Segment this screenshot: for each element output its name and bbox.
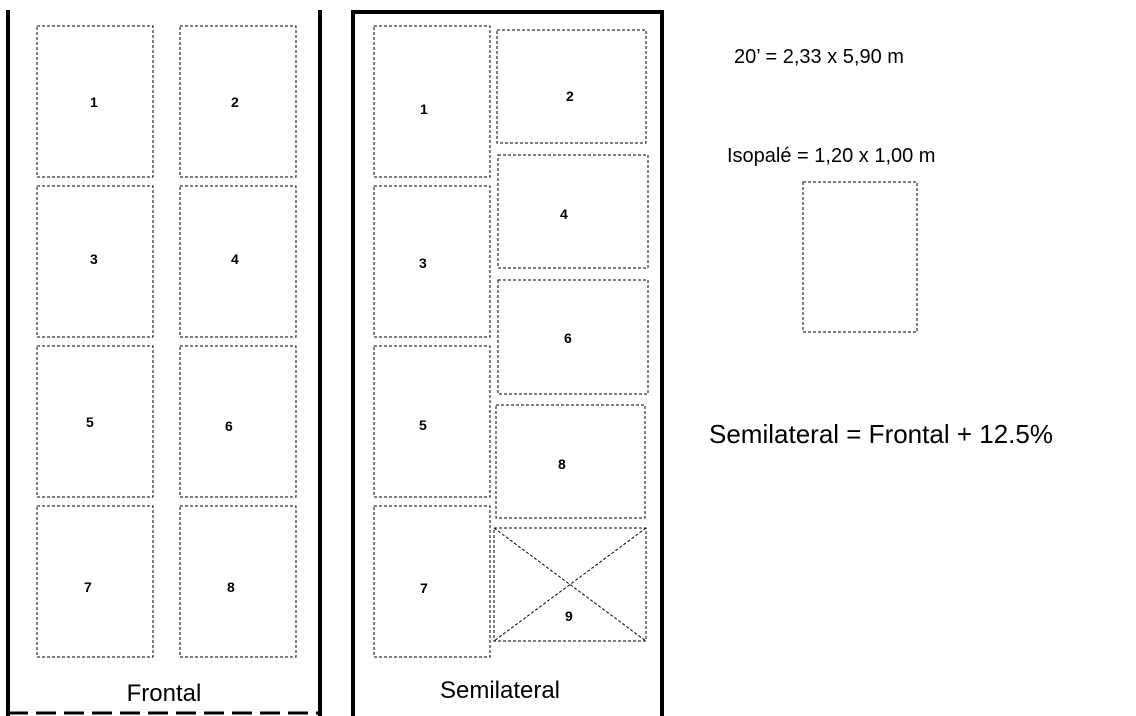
semilateral-pallet-7 [374, 506, 490, 657]
frontal-pallet-8 [180, 506, 296, 657]
frontal-pallet-label-3: 3 [90, 251, 98, 267]
frontal-pallet-label-1: 1 [90, 94, 98, 110]
frontal-pallet-label-6: 6 [225, 418, 233, 434]
frontal-pallet-label-7: 7 [84, 579, 92, 595]
semilateral-pallet-label-1: 1 [420, 101, 428, 117]
semilateral-pallet-8 [496, 405, 645, 518]
isopale-legend-pallet [803, 182, 917, 332]
semilateral-pallet-5 [374, 346, 490, 497]
frontal-pallet-7 [37, 506, 153, 657]
semilateral-pallet-label-7: 7 [420, 580, 428, 596]
semilateral-pallet-label-6: 6 [564, 330, 572, 346]
semilateral-pallet-label-3: 3 [419, 255, 427, 271]
frontal-pallet-6 [180, 346, 296, 497]
semilateral-pallet-label-4: 4 [560, 206, 568, 222]
frontal-pallet-label-8: 8 [227, 579, 235, 595]
capacity-formula: Semilateral = Frontal + 12.5% [709, 419, 1053, 449]
frontal-container: 1 2 3 4 5 6 7 8 Frontal [8, 10, 320, 716]
frontal-pallet-label-2: 2 [231, 94, 239, 110]
container-dimensions-note: 20’ = 2,33 x 5,90 m [734, 46, 904, 68]
frontal-pallet-label-5: 5 [86, 414, 94, 430]
semilateral-pallet-3 [374, 186, 490, 337]
semilateral-pallet-6 [498, 280, 648, 394]
semilateral-pallet-2 [497, 30, 646, 143]
semilateral-pallet-4 [498, 155, 648, 268]
semilateral-caption: Semilateral [440, 677, 560, 704]
semilateral-container: 1 2 3 4 5 6 7 8 9 Semilateral [351, 10, 664, 716]
frontal-caption: Frontal [127, 680, 202, 707]
notes-panel: 20’ = 2,33 x 5,90 m Isopalé = 1,20 x 1,0… [709, 46, 1053, 449]
frontal-pallet-label-4: 4 [231, 251, 239, 267]
semilateral-pallet-label-5: 5 [419, 417, 427, 433]
semilateral-pallet-label-9: 9 [565, 608, 573, 624]
frontal-pallet-5 [37, 346, 153, 497]
pallet-dimensions-note: Isopalé = 1,20 x 1,00 m [727, 145, 935, 167]
semilateral-pallet-label-8: 8 [558, 456, 566, 472]
semilateral-pallet-label-2: 2 [566, 88, 574, 104]
semilateral-pallet-1 [374, 26, 490, 177]
